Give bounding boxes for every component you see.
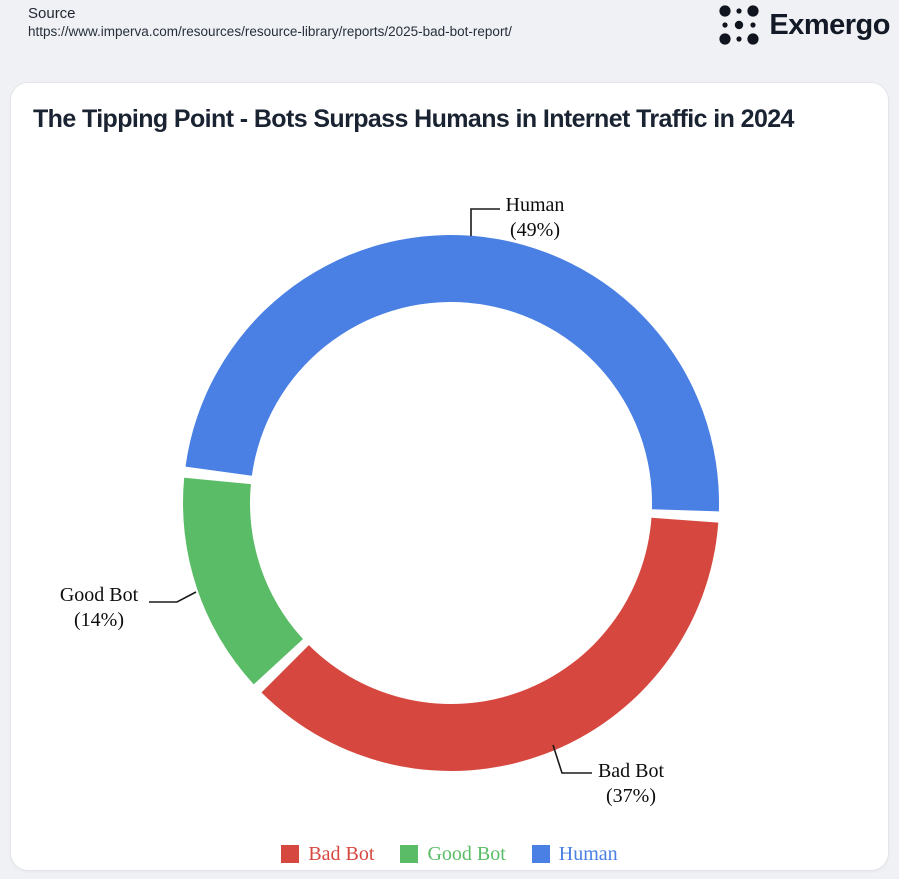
- callout-bad-bot-name: Bad Bot: [597, 760, 665, 782]
- callout-human-name: Human: [505, 194, 565, 216]
- chart-card: The Tipping Point - Bots Surpass Humans …: [10, 82, 889, 871]
- callout-bad-bot-pct: (37%): [606, 785, 656, 807]
- chart-legend: Bad Bot Good Bot Human: [11, 844, 888, 864]
- legend-label-human: Human: [558, 843, 618, 865]
- legend-swatch-bad-bot: [281, 845, 300, 863]
- donut-segment-bad-bot[interactable]: [261, 517, 719, 771]
- source-label: Source: [28, 5, 76, 22]
- source-block: Source https://www.imperva.com/resources…: [28, 4, 512, 41]
- legend-swatch-human: [531, 845, 550, 863]
- chart-title: The Tipping Point - Bots Surpass Humans …: [33, 105, 794, 133]
- brand-name: Exmergo: [769, 8, 890, 41]
- donut-chart: [149, 208, 720, 774]
- callout-good-bot-name: Good Bot: [59, 584, 139, 606]
- legend-item-human[interactable]: Human: [531, 843, 618, 865]
- brand-dots-icon: [719, 5, 759, 45]
- legend-item-bad-bot[interactable]: Bad Bot: [281, 844, 374, 864]
- brand-logo: Exmergo: [718, 4, 890, 46]
- callout-good-bot: Good Bot (14%): [47, 583, 151, 633]
- callout-human-pct: (49%): [510, 219, 560, 241]
- leader-line-human: [470, 208, 500, 236]
- leader-line-good-bot: [149, 591, 197, 603]
- legend-item-good-bot[interactable]: Good Bot: [400, 843, 506, 865]
- legend-label-bad-bot: Bad Bot: [308, 843, 375, 865]
- page-header: Source https://www.imperva.com/resources…: [0, 0, 899, 78]
- leader-line-bad-bot: [552, 744, 592, 774]
- donut-segment-good-bot[interactable]: [183, 477, 304, 685]
- legend-swatch-good-bot: [400, 845, 419, 863]
- callout-human: Human (49%): [485, 193, 585, 243]
- legend-label-good-bot: Good Bot: [427, 843, 506, 865]
- donut-segment-human[interactable]: [185, 234, 720, 512]
- source-url: https://www.imperva.com/resources/resour…: [28, 24, 512, 39]
- callout-good-bot-pct: (14%): [74, 609, 124, 631]
- callout-bad-bot: Bad Bot (37%): [579, 759, 683, 809]
